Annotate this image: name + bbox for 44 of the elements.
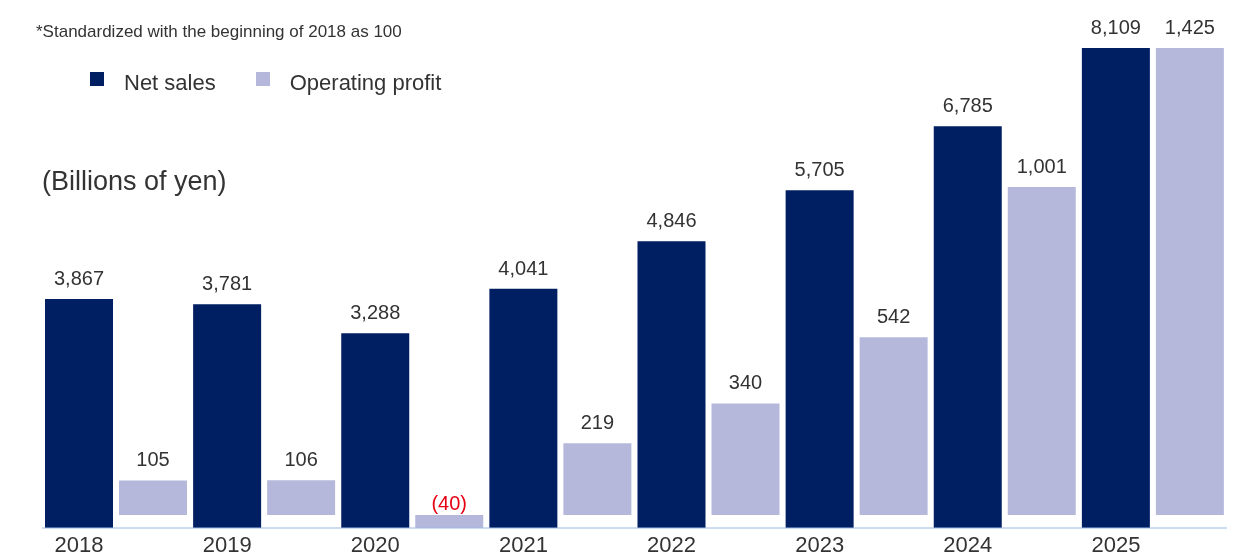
x-tick-label: 2018 bbox=[54, 531, 104, 557]
bar bbox=[267, 480, 336, 515]
x-tick-label: 2022 bbox=[647, 531, 697, 557]
text: *Standardized with the beginning of 2018 as 100 bbox=[36, 22, 402, 42]
data-label: 542 bbox=[876, 305, 911, 328]
data-label: 3,288 bbox=[350, 301, 401, 324]
bar bbox=[119, 480, 187, 515]
data-label: 105 bbox=[136, 448, 170, 471]
data-label: 1,425 bbox=[1164, 16, 1215, 38]
x-tick-label: 2021 bbox=[498, 531, 548, 557]
data-label: 3,867 bbox=[53, 267, 105, 290]
x-tick-label: 2024 bbox=[943, 531, 993, 557]
bar bbox=[785, 190, 854, 528]
x-tick-label: 2025 bbox=[1091, 531, 1141, 557]
data-label: 1,001 bbox=[1016, 154, 1067, 177]
x-tick-label: 2020 bbox=[350, 531, 400, 557]
bar bbox=[193, 304, 262, 528]
bar bbox=[341, 333, 410, 528]
data-label: 219 bbox=[580, 411, 615, 434]
bar bbox=[859, 337, 928, 515]
bar bbox=[933, 126, 1002, 528]
x-tick-label: 2019 bbox=[202, 531, 252, 557]
data-label: 4,846 bbox=[646, 209, 697, 232]
data-label: 340 bbox=[728, 371, 763, 394]
data-label: 5,705 bbox=[794, 158, 845, 181]
bar bbox=[1081, 48, 1150, 528]
data-label: 8,109 bbox=[1090, 16, 1141, 38]
data-label: (40) bbox=[431, 492, 468, 514]
bar bbox=[415, 514, 484, 528]
legend-label: Net sales bbox=[124, 70, 216, 96]
data-label: 6,785 bbox=[942, 94, 993, 117]
y-axis-title: (Billions of yen) bbox=[42, 166, 227, 197]
bar bbox=[1007, 186, 1076, 515]
x-tick-label: 2023 bbox=[795, 531, 845, 557]
data-label: 4,041 bbox=[498, 256, 549, 279]
bar bbox=[489, 288, 558, 528]
bar bbox=[1155, 48, 1224, 515]
legend-label: Operating profit bbox=[289, 70, 442, 96]
bar bbox=[563, 443, 632, 515]
bar bbox=[45, 299, 113, 528]
data-label: 3,781 bbox=[202, 272, 253, 295]
data-label: 106 bbox=[284, 448, 318, 471]
bar bbox=[711, 403, 780, 515]
bar bbox=[637, 241, 706, 528]
